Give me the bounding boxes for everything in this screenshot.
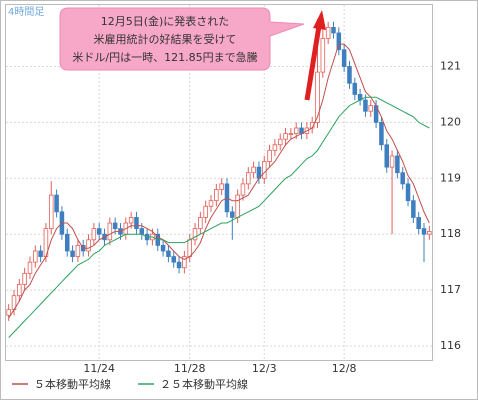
legend-label: ２５本移動平均線 bbox=[160, 377, 248, 391]
candle-body bbox=[288, 133, 294, 135]
annotation-line: 12月5日(金)に発表された bbox=[101, 14, 230, 28]
candle-body bbox=[272, 144, 278, 151]
candle-body bbox=[22, 272, 27, 285]
candle-body bbox=[166, 250, 171, 257]
candle-body bbox=[187, 239, 192, 257]
y-tick-label: 119 bbox=[440, 171, 461, 184]
corner-label: 4時間足 bbox=[8, 6, 44, 18]
candle-body bbox=[27, 261, 33, 274]
candle-body bbox=[48, 194, 54, 230]
x-tick-label: 12/8 bbox=[332, 362, 357, 375]
candle-body bbox=[261, 161, 267, 179]
candle-body bbox=[277, 138, 283, 146]
candle-body bbox=[192, 228, 198, 241]
candle-body bbox=[107, 222, 113, 241]
candle-body bbox=[325, 26, 331, 39]
candle-body bbox=[379, 122, 384, 146]
candle-body bbox=[203, 205, 208, 218]
x-tick-label: 11/24 bbox=[83, 362, 115, 375]
annotation-line: 米ドル/円は一時、121.85円まで急騰 bbox=[72, 50, 257, 64]
x-tick-label: 12/3 bbox=[252, 362, 277, 375]
candle-body bbox=[208, 200, 214, 207]
candle-body bbox=[336, 32, 342, 51]
candle-body bbox=[54, 194, 59, 213]
annotation-box bbox=[59, 7, 305, 71]
candle-body bbox=[416, 217, 421, 230]
candle-body bbox=[33, 250, 38, 263]
candle-body bbox=[38, 250, 43, 257]
candle-body bbox=[6, 309, 11, 316]
candle-body bbox=[91, 228, 97, 241]
candle-body bbox=[230, 211, 235, 218]
candle-body bbox=[96, 228, 102, 235]
candle-body bbox=[251, 166, 256, 174]
candle-body bbox=[315, 71, 320, 123]
legend-label: ５本移動平均線 bbox=[34, 377, 111, 391]
candle-body bbox=[389, 155, 395, 168]
plot bbox=[6, 5, 432, 360]
candle-body bbox=[347, 66, 352, 84]
candle-body bbox=[214, 189, 219, 202]
y-tick-label: 117 bbox=[440, 283, 461, 296]
candle-body bbox=[64, 233, 70, 252]
candle-body bbox=[267, 149, 272, 162]
candle-body bbox=[368, 105, 374, 112]
candle-body bbox=[341, 49, 347, 67]
candle-body bbox=[427, 231, 432, 235]
ma-line bbox=[8, 43, 430, 319]
candle-body bbox=[411, 200, 416, 218]
candle-body bbox=[320, 38, 326, 73]
candle-body bbox=[17, 284, 22, 297]
candle-body bbox=[384, 144, 390, 168]
candle-body bbox=[240, 183, 246, 196]
candle-body bbox=[363, 99, 368, 112]
y-tick-label: 118 bbox=[440, 227, 461, 240]
candle-body bbox=[395, 155, 400, 174]
candle-body bbox=[128, 217, 134, 224]
candle-body bbox=[171, 256, 177, 263]
y-tick-label: 120 bbox=[440, 115, 461, 128]
candle-body bbox=[246, 172, 251, 185]
candle-body bbox=[86, 239, 91, 252]
candle-body bbox=[400, 172, 405, 185]
candle-body bbox=[283, 133, 288, 140]
candle-body bbox=[70, 250, 75, 257]
y-tick-label: 121 bbox=[440, 59, 461, 72]
candle-body bbox=[198, 217, 203, 230]
candle-body bbox=[293, 127, 299, 134]
ma-line bbox=[8, 96, 430, 338]
candle-body bbox=[182, 256, 187, 269]
candle-body bbox=[139, 228, 145, 235]
candle-body bbox=[134, 217, 139, 230]
x-tick-label: 11/28 bbox=[174, 362, 206, 375]
candle-body bbox=[331, 26, 336, 34]
candle-body bbox=[405, 183, 411, 202]
candle-body bbox=[112, 222, 118, 230]
arrow bbox=[304, 25, 322, 101]
candle-body bbox=[421, 228, 427, 235]
candle-body bbox=[219, 183, 224, 190]
candle-body bbox=[235, 194, 240, 218]
arrow-head bbox=[313, 10, 326, 30]
legend: ５本移動平均線 ２５本移動平均線 bbox=[12, 377, 248, 391]
y-tick-label: 116 bbox=[440, 339, 461, 352]
candle-body bbox=[176, 261, 182, 269]
annotation-line: 米雇用統計の好結果を受けて bbox=[94, 32, 237, 46]
candle-body bbox=[75, 244, 81, 257]
candle-body bbox=[160, 244, 166, 252]
candle-body bbox=[352, 82, 358, 95]
